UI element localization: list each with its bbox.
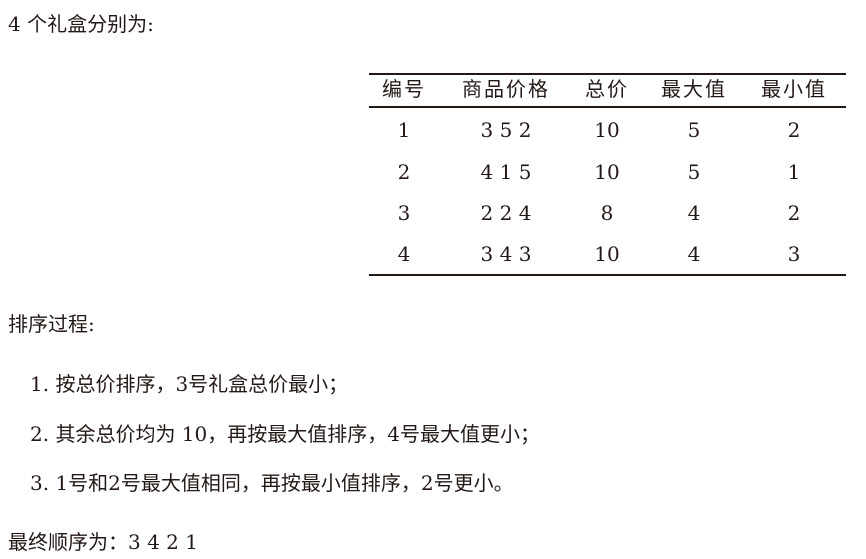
- table-cell: 4: [687, 201, 701, 225]
- table-cell: 2: [787, 118, 801, 142]
- table-cell: 4: [397, 242, 411, 266]
- table-cell: 10: [594, 242, 620, 266]
- table-cell: 3: [397, 201, 411, 225]
- table-cell: 3 4 3: [480, 242, 532, 266]
- step-1: 1. 按总价排序，3号礼盒总价最小；: [30, 372, 349, 396]
- table-top-rule: [369, 73, 846, 75]
- header-total: 总价: [585, 77, 629, 101]
- table-cell: 5: [687, 118, 701, 142]
- step-3: 3. 1号和2号最大值相同，再按最小值排序，2号更小。: [30, 471, 514, 495]
- table-cell: 4 1 5: [480, 160, 532, 184]
- table-cell: 2 2 4: [480, 201, 532, 225]
- table-cell: 8: [600, 201, 614, 225]
- process-title: 排序过程:: [8, 312, 95, 336]
- intro-text: 4 个礼盒分别为:: [8, 12, 154, 36]
- table-cell: 2: [397, 160, 411, 184]
- table-cell: 1: [787, 160, 801, 184]
- table-cell: 1: [397, 118, 411, 142]
- table-cell: 5: [687, 160, 701, 184]
- table-bottom-rule: [369, 274, 846, 276]
- header-prices: 商品价格: [462, 77, 550, 101]
- table-cell: 3 5 2: [480, 118, 532, 142]
- table-cell: 3: [787, 242, 801, 266]
- gift-box-table: 编号 商品价格 总价 最大值 最小值 1 3 5 2 10 5 2 2 4 1 5 10 5 1 3 2 2 4…: [369, 73, 846, 276]
- result-text: 最终顺序为：3 4 2 1: [8, 530, 198, 554]
- header-min: 最小值: [761, 77, 827, 101]
- table-cell: 4: [687, 242, 701, 266]
- header-max: 最大值: [661, 77, 727, 101]
- header-id: 编号: [382, 77, 426, 101]
- table-cell: 2: [787, 201, 801, 225]
- table-header-rule: [369, 106, 846, 108]
- table-cell: 10: [594, 160, 620, 184]
- step-2: 2. 其余总价均为 10，再按最大值排序，4号最大值更小；: [30, 422, 540, 446]
- table-cell: 10: [594, 118, 620, 142]
